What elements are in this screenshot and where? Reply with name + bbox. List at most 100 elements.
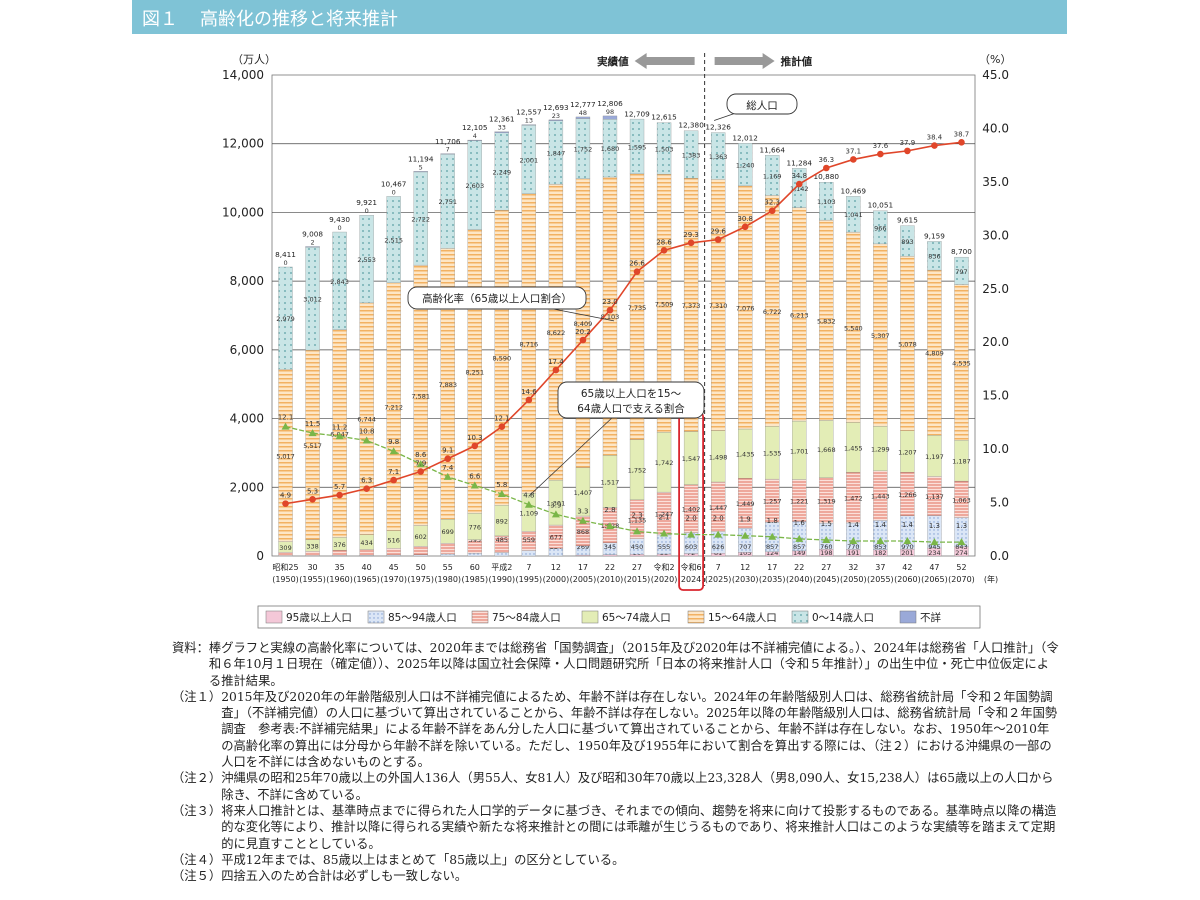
legend-label: 75〜84歳人口 [492, 612, 561, 624]
segment-label: 1,247 [655, 511, 674, 519]
segment-label: 1,680 [601, 145, 620, 153]
segment-label: 857 [793, 543, 805, 551]
segment-label: 149 [793, 549, 805, 557]
support-ratio-point [633, 527, 642, 535]
total-callout-box [726, 93, 798, 115]
aging-rate-label: 17.4 [548, 358, 564, 366]
support-ratio-point [849, 537, 858, 545]
note-text: 将来人口推計とは、基準時点までに得られた人口学的データに基づき、それまでの傾向、… [221, 803, 1057, 851]
right-tick-label: 30.0 [982, 228, 1009, 242]
segment-label: 1,742 [655, 459, 674, 467]
segment-label: 8,409 [574, 320, 593, 328]
aging-rate-point [498, 423, 506, 430]
legend-swatch [265, 610, 283, 624]
aging-rate-label: 6.3 [361, 477, 372, 485]
bar-segment-c0-14 [792, 168, 807, 208]
note-label: （注５） [172, 869, 222, 884]
segment-label: 1,301 [547, 500, 566, 508]
support-ratio-label: 1.4 [848, 521, 860, 529]
segment-label: 201 [901, 549, 913, 557]
support-ratio-label: 6.6 [469, 472, 481, 480]
total-label: 10,467 [381, 179, 407, 188]
segment-label: 485 [496, 536, 508, 544]
total-label: 12,777 [570, 100, 596, 109]
note-2: （注２） 沖縄県の昭和25年70歳以上の外国人136人（男55人、女81人）及び… [172, 770, 1060, 803]
x-era-label: 27 [821, 563, 831, 572]
x-year-label: (2045) [813, 575, 840, 584]
x-year-label: (2010) [597, 575, 624, 584]
segment-label: 2,751 [438, 198, 457, 206]
x-year-label: (1960) [326, 575, 353, 584]
legend-swatch [581, 610, 599, 624]
segment-label: 0 [392, 188, 396, 196]
total-label: 12,615 [651, 113, 677, 122]
segment-label: 603 [685, 543, 697, 551]
bar-segment-unknown [602, 115, 618, 120]
bar-segment-c85-94 [413, 554, 428, 557]
segment-label: 2,843 [330, 278, 349, 286]
x-year-label: (1995) [516, 575, 543, 584]
bar-segment-c0-14 [819, 182, 834, 221]
aging-rate-label: 38.4 [927, 134, 943, 142]
support-ratio-point [660, 529, 669, 537]
figure-title: 高齢化の推移と将来推計 [200, 9, 398, 30]
support-callout-text: 65歳以上人口を15〜 [581, 388, 682, 400]
segment-label: 7,735 [628, 304, 647, 312]
segment-label: 1,383 [682, 151, 701, 159]
aging-rate-label: 38.7 [954, 130, 970, 138]
aging-rate-label: 4.9 [280, 492, 291, 500]
support-ratio-label: 9.8 [388, 438, 399, 446]
segment-label: 1,137 [925, 493, 944, 501]
support-ratio-label: 10.8 [359, 428, 375, 436]
x-year-label: (2005) [570, 575, 597, 584]
bar-segment-c0-14 [629, 118, 645, 175]
support-ratio-point [578, 516, 587, 524]
support-ratio-label: 7.4 [442, 464, 454, 472]
segment-label: 5,540 [844, 324, 863, 332]
bar-segment-c75-84 [359, 549, 374, 556]
bar-segment-unknown [494, 131, 509, 134]
segment-label: 7,373 [682, 302, 701, 310]
support-ratio-label: 3.9 [550, 501, 561, 509]
support-ratio-point [416, 460, 425, 468]
aging-rate-label: 32.3 [764, 199, 780, 207]
total-label: 12,557 [516, 108, 542, 117]
segment-label: 5,832 [817, 317, 836, 325]
segment-label: 2,001 [520, 156, 539, 164]
segment-label: 124 [766, 549, 778, 557]
left-tick-label: 6,000 [230, 343, 264, 357]
segment-label: 309 [279, 544, 291, 552]
bar-segment-c0-14 [873, 210, 888, 245]
segment-label: 1,266 [898, 491, 917, 499]
support-ratio-label: 2.8 [604, 506, 615, 514]
support-ratio-label: 1.8 [767, 517, 778, 525]
bar-segment-unknown [575, 116, 591, 119]
projected-label: 推計値 [781, 55, 813, 68]
bar-segment-c0-14 [359, 215, 374, 304]
support-ratio-label: 8.6 [415, 451, 427, 459]
bar-segment-c75-84 [386, 548, 401, 556]
segment-label: 1,402 [682, 506, 701, 514]
right-tick-label: 35.0 [982, 175, 1009, 189]
bar-segment-c85-94 [440, 553, 455, 557]
segment-label: 6,722 [763, 308, 782, 316]
segment-label: 516 [387, 536, 399, 544]
segment-label: 376 [333, 541, 345, 549]
x-year-label: (2024) [678, 575, 705, 584]
segment-label: 269 [577, 543, 589, 551]
segment-label: 5,017 [276, 453, 295, 461]
segment-label: 843 [955, 543, 967, 551]
segment-label: 234 [928, 549, 940, 557]
right-tick-label: 0.0 [990, 549, 1009, 563]
total-label: 8,411 [275, 250, 296, 259]
legend-label: 65〜74歳人口 [602, 612, 671, 624]
aging-rate-point [363, 485, 370, 492]
aging-rate-point [471, 442, 479, 450]
segment-label: 434 [360, 539, 372, 547]
segment-label: 198 [820, 549, 832, 557]
note-label: （注３） [172, 803, 222, 818]
arrow-left-icon [634, 53, 695, 69]
segment-label: 1,197 [925, 453, 944, 461]
aging-rate-point [633, 268, 641, 275]
segment-label: 4,535 [952, 359, 971, 367]
